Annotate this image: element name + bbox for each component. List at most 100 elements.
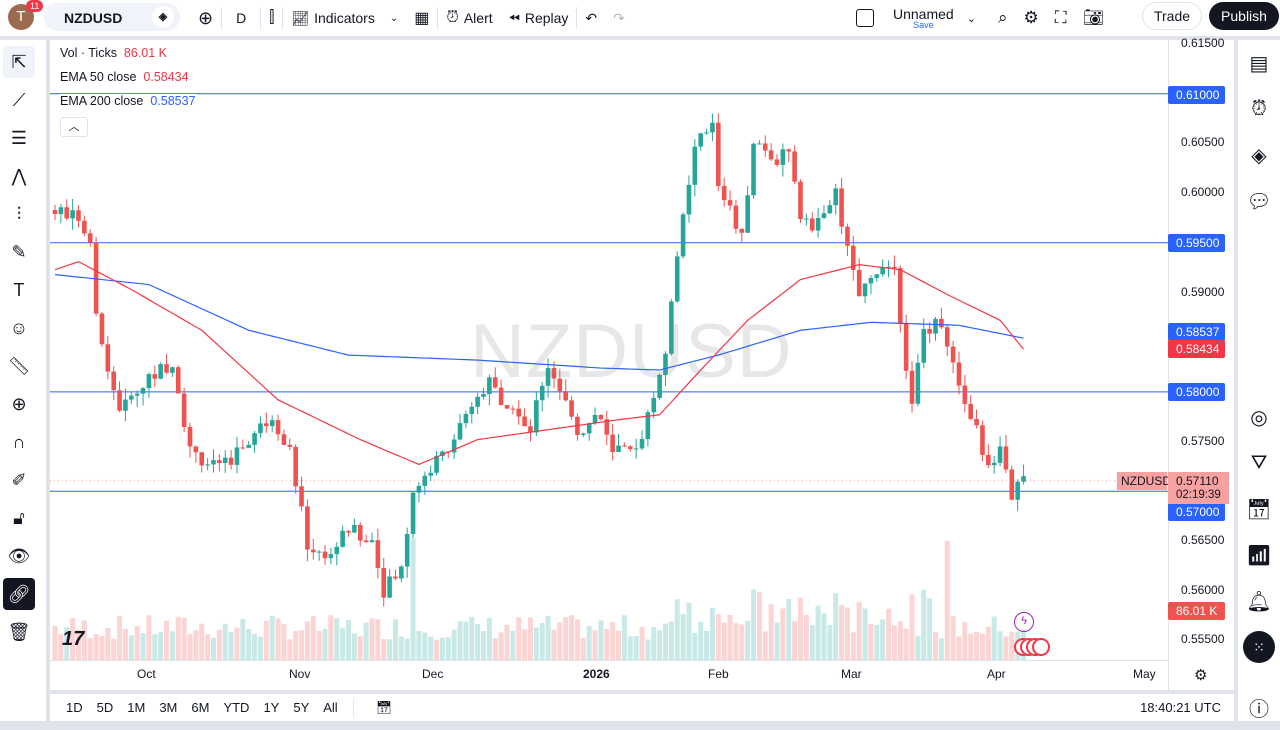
chevron-down-icon[interactable]: ⌄ (389, 12, 399, 24)
help-button[interactable]: ⓘ (1238, 684, 1280, 730)
volume-bar (210, 637, 216, 660)
volume-bar (117, 615, 123, 660)
range-all[interactable]: All (323, 700, 338, 715)
candle-body (633, 448, 639, 450)
volume-bar (886, 608, 892, 660)
link-tool[interactable]: 🔗︎ (3, 578, 35, 610)
range-1d[interactable]: 1D (66, 700, 83, 715)
text-tool[interactable]: T (3, 274, 35, 306)
hline-tag-0610: 0.61000 (1168, 86, 1225, 104)
axis-settings-icon[interactable]: ⚙ (1194, 667, 1208, 684)
volume-bar (193, 629, 199, 660)
volume-bar (240, 619, 246, 660)
hline-tag-0595: 0.59500 (1168, 234, 1225, 252)
volume-bar (768, 604, 774, 660)
ema200-legend[interactable]: EMA 200 close 0.58537 (60, 94, 196, 108)
symbol-search[interactable]: NZDUSD ◈ (44, 3, 180, 31)
news-button[interactable]: 📶︎ (1238, 532, 1280, 578)
compare-button[interactable]: ⊕ (190, 0, 221, 36)
watchlist-button[interactable]: ▤ (1238, 40, 1280, 86)
publish-button[interactable]: Publish (1209, 2, 1279, 30)
zoom-tool[interactable]: ⊕ (3, 388, 35, 420)
ema50-line (54, 261, 1025, 466)
layout-checkbox-icon (856, 9, 874, 27)
undo-button[interactable]: ↶ (577, 0, 605, 36)
chart-type-button[interactable]: ⫿ (261, 0, 282, 36)
fib-tool[interactable]: ☰ (3, 122, 35, 154)
trade-button[interactable]: Trade (1142, 2, 1202, 30)
cursor-tool[interactable]: ⇱ (3, 46, 35, 78)
candle-body (123, 399, 128, 411)
dom-button[interactable]: ⁙ (1238, 624, 1280, 670)
alerts-button[interactable]: ⏰︎ (1238, 86, 1280, 132)
brush-tool[interactable]: ✎ (3, 236, 35, 268)
pattern-tool[interactable]: ⋀ (3, 160, 35, 192)
fullscreen-button[interactable]: ⛶ (1047, 0, 1075, 36)
volume-bar (809, 625, 815, 660)
remove-tool[interactable]: 🗑︎ (3, 616, 35, 648)
forecast-tool[interactable]: ⫶ (3, 198, 35, 230)
range-3m[interactable]: 3M (159, 700, 178, 715)
tradingview-logo[interactable]: 17 (62, 628, 85, 650)
quick-search-button[interactable]: ⌕ (990, 0, 1016, 36)
volume-bar (985, 626, 991, 660)
chat-button[interactable]: 💬︎ (1238, 178, 1280, 224)
redo-button[interactable]: ↷ (605, 0, 633, 36)
candle-body (316, 551, 322, 553)
price-axis[interactable]: 0.61500 0.61000 0.60500 0.60000 0.59500 0.590… (1168, 36, 1234, 690)
layout-button[interactable]: Unnamed Save ⌄ (848, 0, 984, 36)
range-5y[interactable]: 5Y (293, 700, 310, 715)
goto-date-button[interactable]: 📅︎ (362, 700, 407, 716)
volume-legend[interactable]: Vol · Ticks 86.01 K (60, 46, 167, 60)
volume-bar (574, 619, 580, 660)
undo-icon: ↶ (585, 9, 598, 26)
candle-body (909, 370, 915, 404)
indicators-button[interactable]: 📈︎ Indicators ⌄ (283, 0, 406, 36)
lightning-icon[interactable]: ϟ (1014, 612, 1034, 632)
symbol-flag-icon[interactable]: ◈ (152, 6, 174, 28)
utc-clock[interactable]: 18:40:21 UTC (1140, 700, 1221, 715)
volume-bar (639, 626, 645, 660)
candle-body (704, 132, 709, 134)
volume-bar (927, 598, 933, 660)
interval-button[interactable]: D (222, 0, 260, 36)
candle-body (76, 210, 81, 221)
collapse-legend-button[interactable]: ︿ (60, 117, 88, 137)
stay-drawing-tool[interactable]: ✐ (3, 464, 35, 496)
range-6m[interactable]: 6M (191, 700, 210, 715)
hide-tool[interactable]: 👁︎ (3, 540, 35, 572)
range-1m[interactable]: 1M (127, 700, 146, 715)
snapshot-button[interactable]: 📷︎ (1075, 0, 1113, 36)
ema50-legend[interactable]: EMA 50 close 0.58434 (60, 70, 189, 84)
emoji-tool[interactable]: ☺ (3, 312, 35, 344)
magnet-icon: ∩ (12, 431, 26, 452)
replay-button[interactable]: ⏪︎ Replay (501, 0, 577, 36)
candle-body (845, 226, 850, 246)
volume-bar (164, 620, 170, 660)
candle-body (258, 423, 263, 434)
technicals-button[interactable]: ◎ (1238, 394, 1280, 440)
ideas-button[interactable]: ⛛ (1238, 440, 1280, 486)
volume-bar (557, 622, 563, 660)
candle-body (252, 433, 257, 445)
candle-body (310, 549, 316, 553)
events-flags-icon[interactable] (1014, 638, 1060, 658)
magnet-tool[interactable]: ∩ (3, 426, 35, 458)
price-chart[interactable] (50, 40, 1234, 690)
calendar-button[interactable]: 📅︎ (1238, 486, 1280, 532)
trendline-tool[interactable]: ⟋ (3, 84, 35, 116)
alert-button[interactable]: ⏰︎ Alert (438, 0, 500, 36)
range-ytd[interactable]: YTD (223, 700, 250, 715)
candle-body (851, 245, 856, 271)
range-5d[interactable]: 5D (96, 700, 114, 715)
settings-button[interactable]: ⚙ (1016, 0, 1047, 36)
notifications-button[interactable]: 🔔︎ (1238, 578, 1280, 624)
measure-tool[interactable]: 📏︎ (3, 350, 35, 382)
templates-button[interactable]: ▦ (406, 0, 437, 36)
time-axis[interactable]: Oct Nov Dec 2026 Feb Mar Apr May (50, 660, 1168, 690)
object-tree-button[interactable]: ◈ (1238, 132, 1280, 178)
candle-body (175, 367, 181, 394)
lock-tool[interactable]: 🔓︎ (3, 502, 35, 534)
chart-pane[interactable]: NZDUSD Vol · Ticks 86.01 K EMA 50 close … (50, 36, 1234, 690)
range-1y[interactable]: 1Y (263, 700, 280, 715)
